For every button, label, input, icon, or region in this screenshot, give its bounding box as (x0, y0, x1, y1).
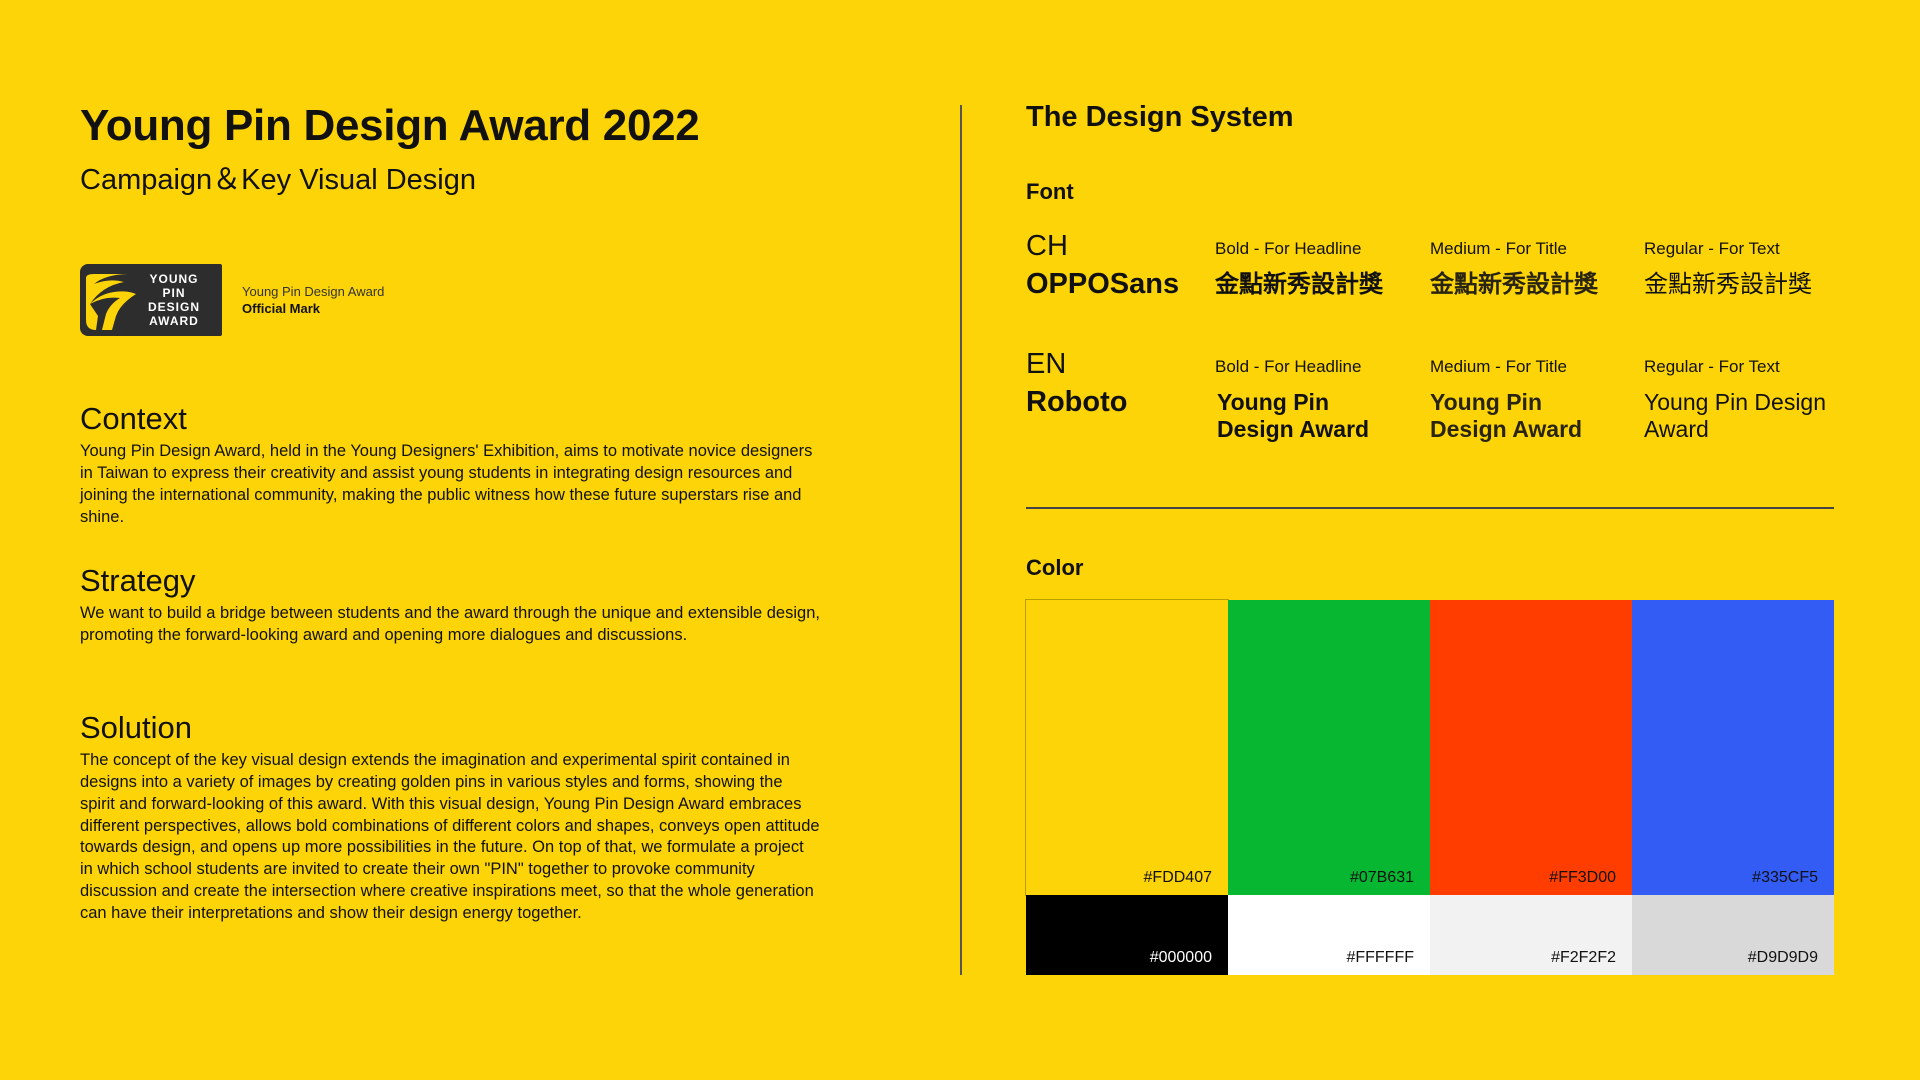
mark-caption-name: Young Pin Design Award (242, 283, 385, 299)
ch-regular-label: Regular - For Text (1644, 238, 1780, 258)
design-system-panel: The Design System Font CH OPPOSans Bold … (1026, 100, 1834, 499)
color-swatch: #D9D9D9 (1632, 895, 1834, 975)
color-swatch: #000000 (1026, 895, 1228, 975)
strategy-heading: Strategy (80, 563, 196, 598)
official-mark-row: YOUNG PIN DESIGN AWARD Young Pin Design … (80, 263, 820, 336)
swatch-hex: #FFFFFF (1346, 949, 1414, 966)
solution-section: Solution The concept of the key visual d… (80, 709, 820, 925)
swatch-hex: #335CF5 (1752, 869, 1818, 886)
context-section: Context Young Pin Design Award, held in … (80, 400, 820, 528)
en-medium-label: Medium - For Title (1430, 356, 1567, 376)
pin-emblem-icon (80, 264, 144, 336)
font-heading: Font (1026, 178, 1074, 204)
page-title: Young Pin Design Award 2022 (80, 101, 700, 150)
en-bold-label: Bold - For Headline (1215, 356, 1362, 376)
color-heading: Color (1026, 555, 1084, 580)
horizontal-divider (1026, 507, 1834, 509)
left-panel: Young Pin Design Award 2022 Campaign＆Key… (80, 100, 820, 922)
strategy-body: We want to build a bridge between studen… (80, 604, 820, 644)
color-swatch: #07B631 (1228, 600, 1430, 895)
swatch-hex: #D9D9D9 (1747, 949, 1818, 966)
solution-body: The concept of the key visual design ext… (80, 751, 820, 922)
color-swatch: #FDD407 (1025, 599, 1229, 896)
en-regular-sample: Young Pin Design Award (1644, 388, 1827, 442)
ch-bold-sample: 金點新秀設計獎 (1215, 270, 1383, 298)
solution-heading: Solution (80, 710, 193, 745)
font-lang-ch: CH (1026, 229, 1068, 262)
font-family-roboto: Roboto (1026, 385, 1128, 418)
color-swatch: #FFFFFF (1228, 895, 1430, 975)
strategy-section: Strategy We want to build a bridge betwe… (80, 562, 820, 647)
ch-medium-sample: 金點新秀設計獎 (1430, 270, 1598, 298)
color-swatch: #335CF5 (1632, 600, 1834, 895)
logo-wordmark: YOUNG PIN DESIGN AWARD (148, 272, 200, 328)
en-medium-sample: Young Pin Design Award (1430, 388, 1583, 442)
font-grid: CH OPPOSans Bold - For Headline Medium -… (1026, 229, 1834, 499)
en-bold-sample: Young Pin Design Award (1217, 388, 1370, 442)
color-swatch: #F2F2F2 (1430, 895, 1632, 975)
font-lang-en: EN (1026, 347, 1067, 380)
young-pin-logo: YOUNG PIN DESIGN AWARD (80, 263, 222, 336)
en-regular-label: Regular - For Text (1644, 356, 1780, 376)
context-heading: Context (80, 401, 187, 436)
color-swatch: #FF3D00 (1430, 600, 1632, 895)
swatch-hex: #000000 (1149, 949, 1212, 966)
ch-bold-label: Bold - For Headline (1215, 238, 1362, 258)
logo-line: AWARD (149, 313, 199, 328)
swatch-hex: #FDD407 (1143, 869, 1212, 886)
logo-line: YOUNG (149, 271, 199, 286)
swatch-hex: #F2F2F2 (1551, 949, 1616, 966)
vertical-divider (960, 105, 962, 975)
context-body: Young Pin Design Award, held in the Youn… (80, 442, 813, 526)
ch-regular-sample: 金點新秀設計獎 (1644, 270, 1812, 298)
ch-medium-label: Medium - For Title (1430, 238, 1567, 258)
page-subtitle: Campaign＆Key Visual Design (80, 163, 477, 196)
design-system-title: The Design System (1026, 101, 1294, 133)
swatch-hex: #07B631 (1349, 869, 1414, 886)
mark-caption-label: Official Mark (242, 300, 321, 316)
swatch-hex: #FF3D00 (1549, 869, 1616, 886)
color-palette: #FDD407 #07B631 #FF3D00 #335CF5 #000000 … (1025, 599, 1834, 975)
logo-line: DESIGN (148, 299, 201, 314)
logo-line: PIN (162, 285, 186, 300)
official-mark-caption: Young Pin Design Award Official Mark (242, 283, 384, 317)
font-family-oppo: OPPOSans (1026, 267, 1180, 300)
